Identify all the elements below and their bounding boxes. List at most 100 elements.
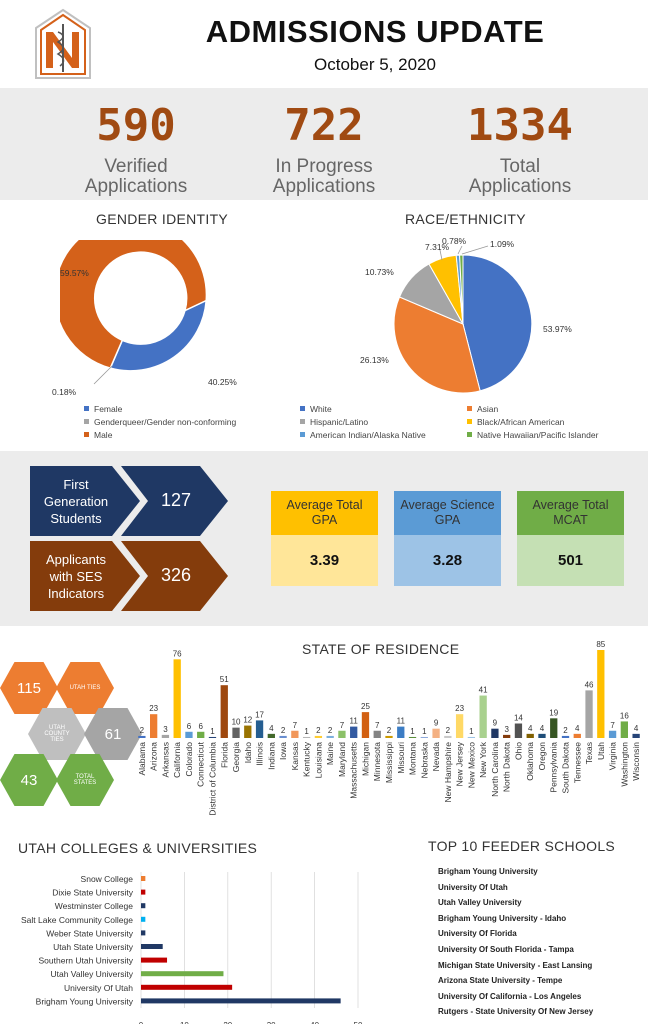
avg-science-gpa-label: Average Science GPA — [394, 491, 501, 535]
college-bar — [141, 984, 233, 990]
state-label: Louisiana — [313, 742, 323, 779]
state-label: Maine — [325, 742, 335, 765]
feeder-school: Michigan State University - East Lansing — [438, 960, 593, 970]
state-residence-chart: 2Alabama23Arizona3Arkansas76California6C… — [137, 640, 641, 816]
race-nhpi-pct: 1.09% — [490, 239, 515, 249]
state-bar — [561, 735, 570, 738]
gender-legend: Female Genderqueer/Gender non-conforming… — [84, 402, 236, 441]
hex-utah-ties-count: 115 — [0, 662, 58, 714]
feeder-school: University Of Utah — [438, 882, 508, 892]
gender-female-slice — [109, 299, 208, 372]
state-label: Utah — [596, 742, 606, 760]
college-label: Utah State University — [53, 942, 134, 952]
state-bar — [255, 720, 264, 738]
feeder-list: Brigham Young University University Of Ut… — [438, 864, 593, 1020]
state-bar — [267, 733, 275, 738]
avg-mcat-card: Average Total MCAT 501 — [517, 491, 624, 586]
college-xtick: 0 — [139, 1021, 144, 1024]
state-label: Florida — [219, 742, 229, 768]
state-bar-value: 1 — [210, 727, 215, 736]
summary-band — [0, 88, 648, 200]
state-bar-value: 7 — [340, 721, 345, 730]
state-bar — [338, 730, 346, 738]
legend-aian: American Indian/Alaska Native — [310, 429, 426, 440]
state-bar — [185, 731, 193, 738]
hex-utah-county-count: 61 — [84, 708, 142, 760]
college-xtick: 30 — [267, 1021, 276, 1024]
state-bar — [573, 733, 581, 738]
college-label: Salt Lake Community College — [21, 915, 133, 925]
state-bar — [326, 735, 334, 738]
state-bar-value: 7 — [293, 721, 298, 730]
state-bar-value: 2 — [563, 726, 568, 735]
race-pie-chart — [393, 245, 533, 394]
state-chart-title: STATE OF RESIDENCE — [302, 641, 460, 657]
legend-genderqueer: Genderqueer/Gender non-conforming — [94, 416, 237, 427]
state-label: Oregon — [537, 742, 547, 771]
state-bar-value: 11 — [397, 717, 406, 726]
college-label: Weber State University — [46, 928, 134, 938]
state-bar — [538, 733, 546, 738]
legend-black: Black/African American — [477, 416, 565, 427]
college-label: Snow College — [81, 874, 134, 884]
state-label: Washington — [619, 742, 629, 787]
feeder-school: Brigham Young University - Idaho — [438, 913, 567, 923]
avg-total-gpa-card: Average Total GPA 3.39 — [271, 491, 378, 586]
state-bar-value: 6 — [198, 722, 203, 731]
state-bar-value: 9 — [434, 719, 439, 728]
state-label: Oklahoma — [525, 742, 535, 781]
state-bar — [420, 736, 428, 738]
state-bar-value: 4 — [575, 724, 580, 733]
legend-male: Male — [94, 429, 113, 440]
verified-stat: 590 Verified Applications — [36, 104, 236, 197]
state-label: Pennsylvania — [549, 742, 559, 793]
college-bar — [141, 998, 341, 1004]
avg-science-gpa-card: Average Science GPA 3.28 — [394, 491, 501, 586]
state-label: New Mexico — [466, 742, 476, 789]
state-bar — [173, 659, 181, 738]
state-label: South Dakota — [561, 742, 571, 794]
state-bar — [138, 735, 146, 738]
avg-mcat-label: Average Total MCAT — [517, 491, 624, 535]
state-bar — [314, 735, 323, 738]
state-label: Nebraska — [419, 742, 429, 779]
state-label: New Jersey — [455, 741, 465, 786]
state-label: Massachusetts — [349, 742, 359, 799]
report-date: October 5, 2020 — [314, 55, 436, 74]
state-label: District of Columbia — [207, 742, 217, 816]
state-label: Arkansas — [160, 742, 170, 777]
state-label: New Hampshire — [443, 742, 453, 803]
state-label: Wisconsin — [631, 742, 641, 781]
state-bar — [526, 733, 534, 738]
state-bar — [350, 726, 358, 738]
race-title: RACE/ETHNICITY — [405, 211, 526, 227]
feeder-school: Rutgers - State University Of New Jersey — [438, 1007, 594, 1017]
state-bar — [408, 736, 417, 738]
state-bar-value: 2 — [281, 726, 286, 735]
state-bar — [514, 723, 523, 738]
utah-colleges-title: UTAH COLLEGES & UNIVERSITIES — [18, 840, 258, 856]
state-bar-value: 9 — [493, 719, 498, 728]
page-title: ADMISSIONS UPDATE — [205, 14, 545, 49]
utah-colleges-chart: 0 10 20 30 40 50 Snow College Dixie State Unive… — [21, 872, 363, 1024]
state-bar-value: 19 — [549, 708, 558, 717]
state-bar-value: 1 — [422, 727, 427, 736]
state-bar — [632, 733, 640, 738]
first-gen-value: 127 — [160, 490, 192, 510]
state-label: Indiana — [266, 742, 276, 770]
state-bar-value: 14 — [514, 714, 523, 723]
state-bar — [585, 690, 593, 738]
feeder-title: TOP 10 FEEDER SCHOOLS — [428, 838, 616, 854]
state-label: Virginia — [608, 742, 618, 770]
race-hispanic-pct: 10.73% — [365, 267, 394, 277]
race-legend-col1: White Hispanic/Latino American Indian/Al… — [300, 402, 480, 441]
state-label: Ohio — [513, 742, 523, 760]
gender-female-pct: 40.25% — [208, 377, 237, 387]
state-bar — [244, 725, 252, 738]
state-label: New York — [478, 741, 488, 778]
state-bar-value: 2 — [328, 726, 333, 735]
state-label: Mississippi — [384, 742, 394, 783]
state-bar — [550, 718, 558, 738]
college-bar — [141, 957, 168, 963]
inprogress-label-line2: Applications — [272, 176, 376, 197]
